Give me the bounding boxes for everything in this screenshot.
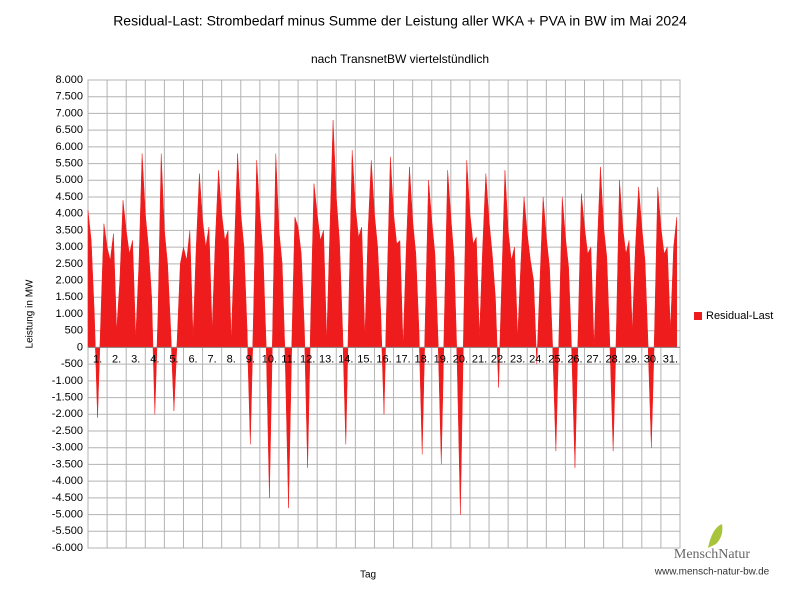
- y-tick-label: 4.000: [55, 208, 83, 220]
- y-tick-label: -3.000: [52, 442, 83, 454]
- area: [87, 120, 678, 515]
- x-tick-label: 28.: [606, 353, 621, 365]
- chart-subtitle: nach TransnetBW viertelstündlich: [311, 52, 489, 66]
- legend-label: Residual-Last: [706, 310, 773, 322]
- y-tick-label: 4.500: [55, 191, 83, 203]
- x-tick-label: 10.: [262, 353, 277, 365]
- logo-leaf: [708, 524, 723, 548]
- y-tick-label: 500: [65, 325, 83, 337]
- y-tick-label: 0: [77, 341, 83, 353]
- x-tick-label: 17.: [395, 353, 410, 365]
- x-tick-label: 22.: [491, 353, 506, 365]
- x-axis-label: Tag: [360, 570, 376, 581]
- y-tick-label: -4.000: [52, 475, 83, 487]
- y-tick-label: 5.500: [55, 157, 83, 169]
- x-tick-label: 26.: [567, 353, 582, 365]
- x-tick-label: 1.: [93, 353, 102, 365]
- x-tick-label: 5.: [169, 353, 178, 365]
- x-tick-label: 8.: [227, 353, 236, 365]
- x-tick-label: 24.: [529, 353, 544, 365]
- logo-text: MenschNatur: [674, 547, 751, 562]
- y-tick-label: -6.000: [52, 542, 83, 554]
- x-tick-label: 2.: [112, 353, 121, 365]
- legend-swatch: [694, 312, 702, 320]
- x-tick-label: 13.: [319, 353, 334, 365]
- x-tick-label: 21.: [472, 353, 487, 365]
- y-tick-label: 6.000: [55, 141, 83, 153]
- y-tick-label: 2.500: [55, 258, 83, 270]
- chart-title: Residual-Last: Strombedarf minus Summe d…: [113, 13, 687, 29]
- y-tick-label: -3.500: [52, 458, 83, 470]
- logo-url: www.mensch-natur-bw.de: [654, 567, 770, 578]
- x-tick-label: 25.: [548, 353, 563, 365]
- y-tick-label: 5.000: [55, 174, 83, 186]
- x-tick-label: 6.: [188, 353, 197, 365]
- y-tick-label: -2.000: [52, 408, 83, 420]
- y-tick-label: 1.500: [55, 291, 83, 303]
- y-tick-label: -1.500: [52, 391, 83, 403]
- y-tick-label: 7.000: [55, 107, 83, 119]
- y-tick-label: -2.500: [52, 425, 83, 437]
- y-tick-label: -1.000: [52, 375, 83, 387]
- x-tick-label: 20.: [453, 353, 468, 365]
- x-tick-label: 29.: [625, 353, 640, 365]
- x-tick-label: 31.: [663, 353, 678, 365]
- x-tick-label: 18.: [415, 353, 430, 365]
- x-tick-label: 4.: [150, 353, 159, 365]
- y-tick-label: -5.000: [52, 508, 83, 520]
- y-axis-label: Leistung in MW: [25, 279, 36, 348]
- y-tick-label: 3.500: [55, 224, 83, 236]
- x-tick-label: 30.: [644, 353, 659, 365]
- x-tick-label: 23.: [510, 353, 525, 365]
- x-tick-label: 15.: [357, 353, 372, 365]
- y-tick-label: 1.000: [55, 308, 83, 320]
- y-tick-label: 7.500: [55, 91, 83, 103]
- x-tick-label: 27.: [586, 353, 601, 365]
- y-tick-label: 2.000: [55, 274, 83, 286]
- y-tick-label: -4.500: [52, 492, 83, 504]
- x-tick-label: 19.: [434, 353, 449, 365]
- y-tick-label: 3.000: [55, 241, 83, 253]
- y-tick-label: -500: [61, 358, 83, 370]
- x-tick-label: 16.: [376, 353, 391, 365]
- x-tick-label: 11.: [281, 353, 295, 365]
- y-tick-label: -5.500: [52, 525, 83, 537]
- x-tick-label: 12.: [300, 353, 315, 365]
- y-tick-label: 8.000: [55, 74, 83, 86]
- watermark: MenschNatur www.mensch-natur-bw.de: [654, 524, 770, 578]
- y-tick-label: 6.500: [55, 124, 83, 136]
- x-tick-label: 9.: [246, 353, 255, 365]
- x-tick-label: 14.: [338, 353, 353, 365]
- x-tick-label: 3.: [131, 353, 140, 365]
- x-tick-label: 7.: [208, 353, 217, 365]
